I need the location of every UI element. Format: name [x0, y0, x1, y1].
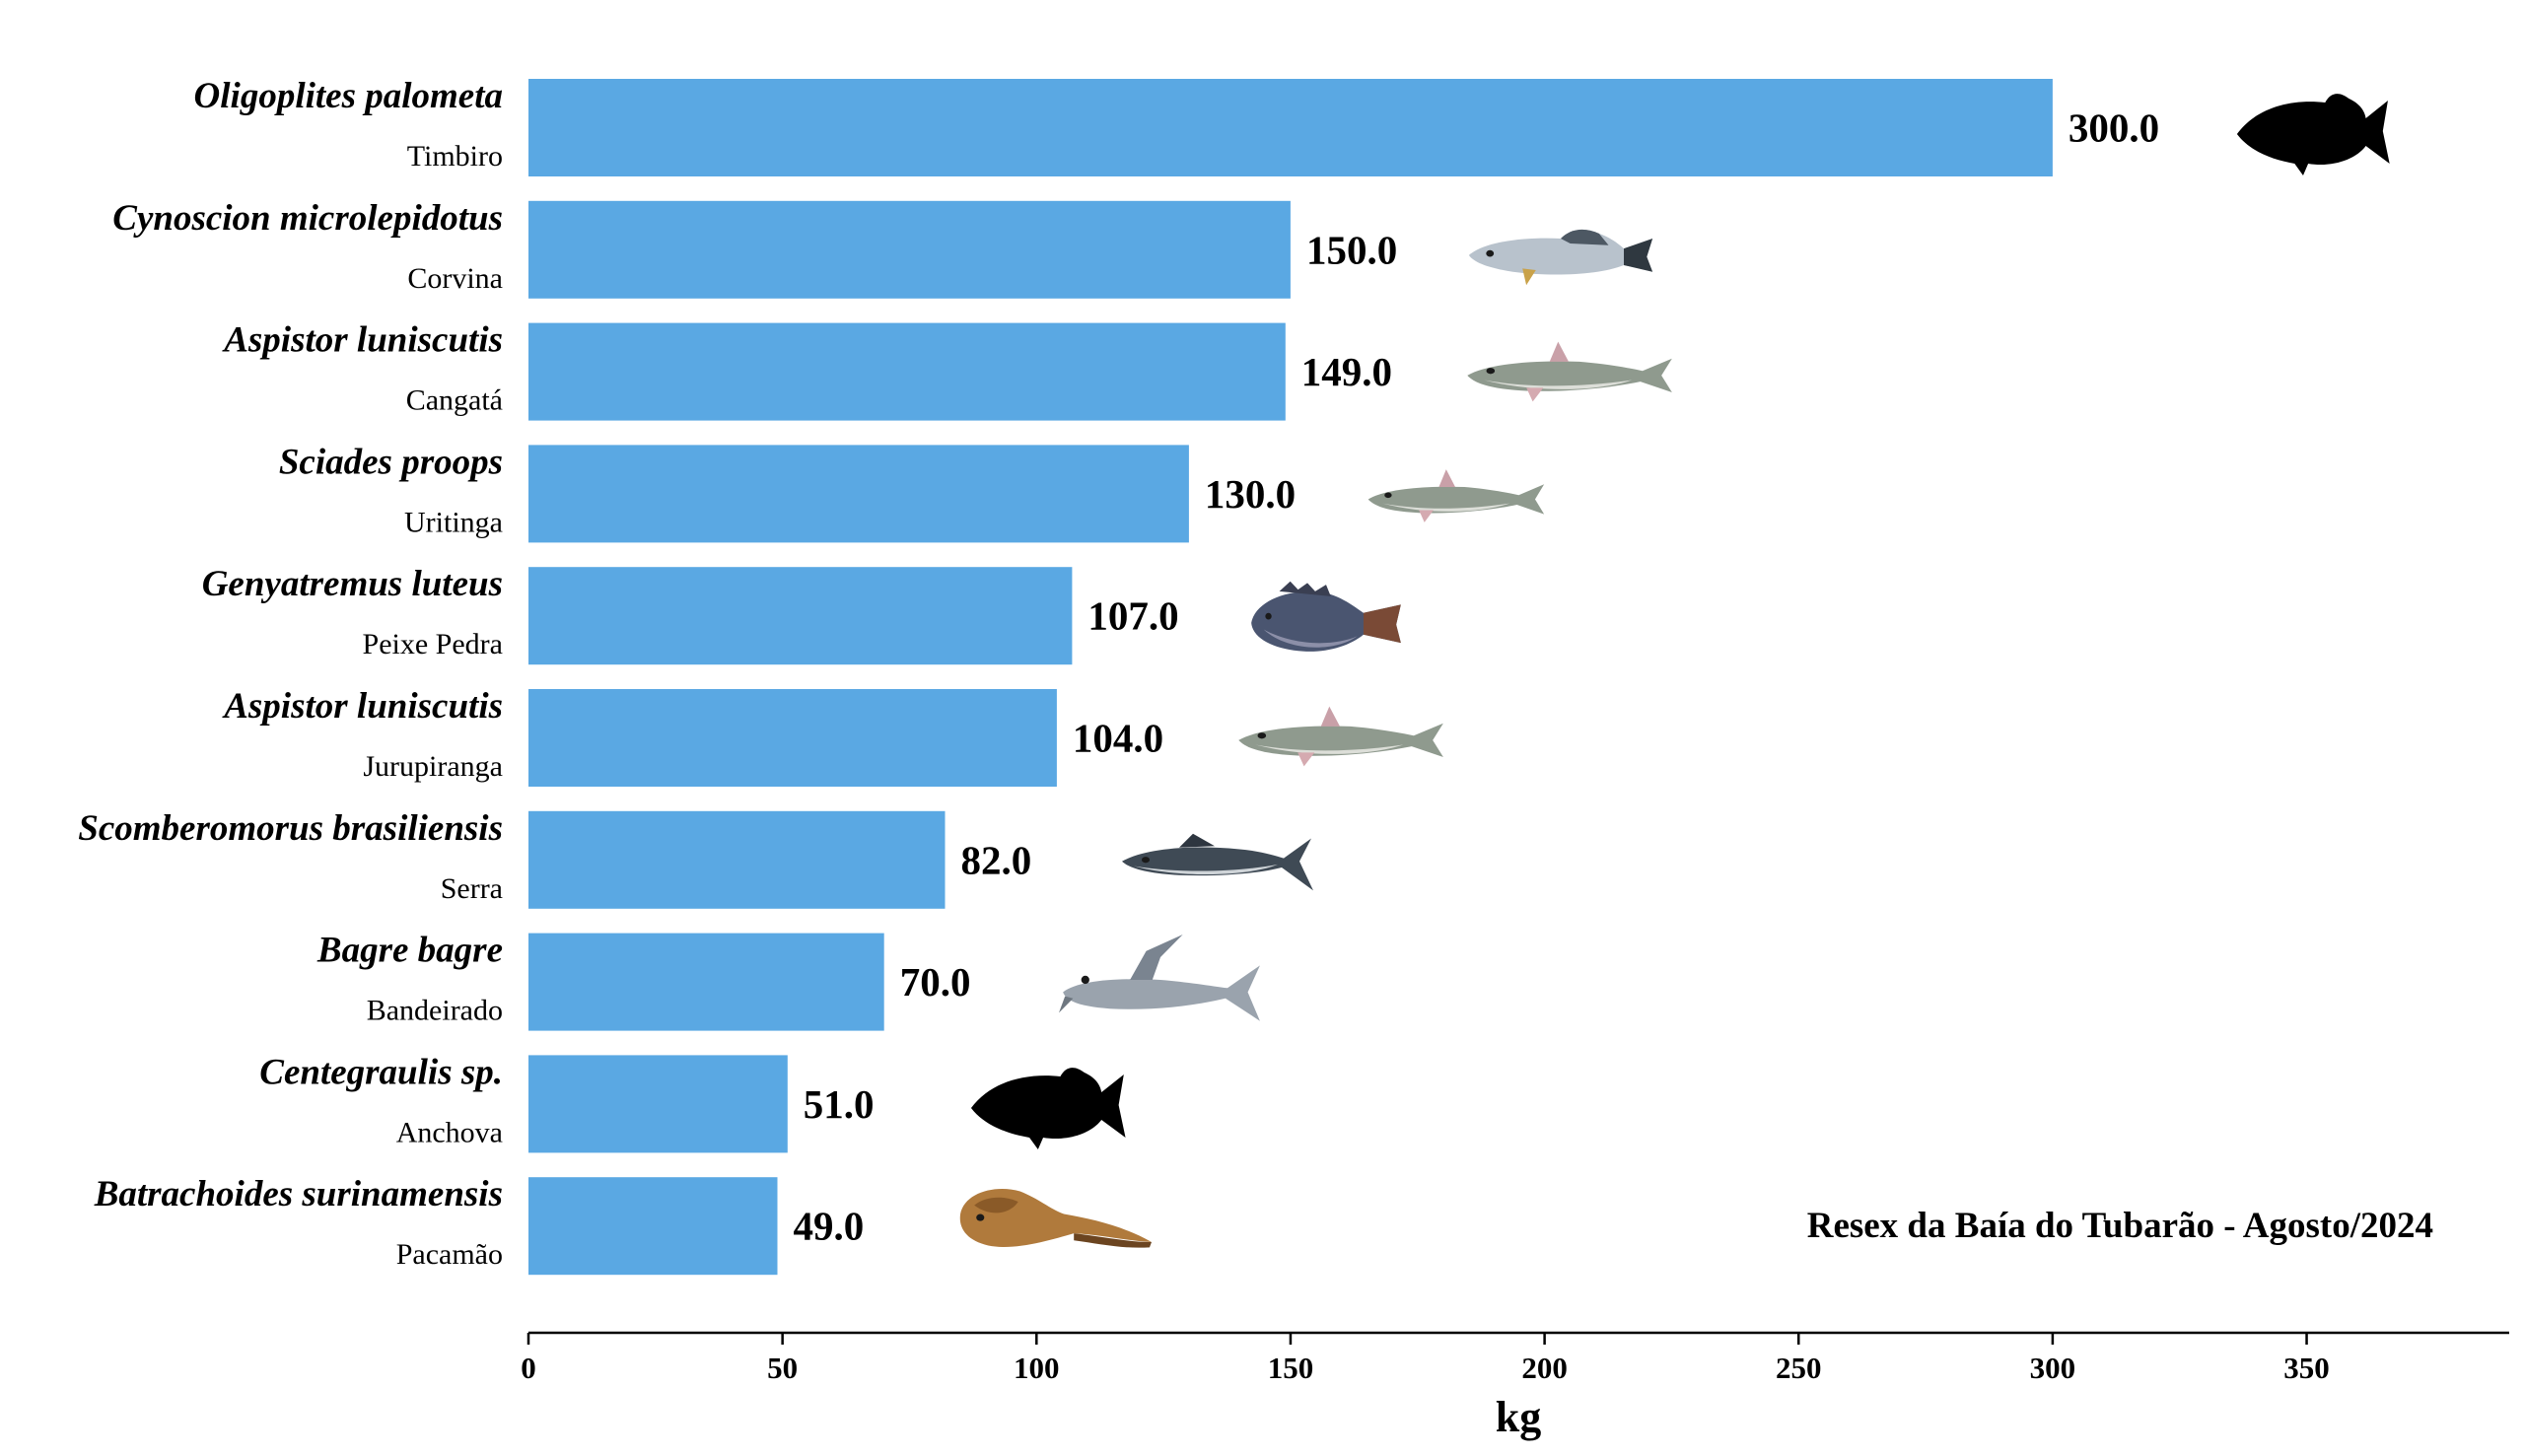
x-tick-label: 300 — [2030, 1351, 2076, 1385]
corvina-fish-icon — [1468, 229, 1653, 286]
toadfish-icon — [959, 1189, 1152, 1248]
data-label: 49.0 — [793, 1204, 864, 1249]
x-axis: 0 50 100 150 200 250 300 350 — [521, 1331, 2509, 1385]
fish-icons — [959, 94, 2390, 1248]
category-scientific-name: Sciades proops — [279, 442, 503, 482]
x-tick-label: 0 — [521, 1351, 536, 1385]
catfish-icon — [1367, 469, 1545, 522]
data-label: 82.0 — [961, 837, 1032, 882]
bar — [528, 810, 946, 909]
data-label: 300.0 — [2068, 105, 2159, 151]
category-common-name: Uritinga — [404, 506, 503, 538]
bars-layer — [528, 79, 2053, 1276]
x-tick-label: 200 — [1521, 1351, 1568, 1385]
x-tick-label: 350 — [2283, 1351, 2330, 1385]
category-scientific-name: Centegraulis sp. — [259, 1052, 503, 1092]
data-label: 70.0 — [900, 959, 971, 1005]
x-axis-label: kg — [1496, 1393, 1541, 1441]
x-tick-label: 50 — [767, 1351, 798, 1385]
category-scientific-name: Bagre bagre — [316, 931, 503, 971]
category-scientific-name: Scomberomorus brasiliensis — [78, 808, 503, 849]
category-common-name: Cangatá — [406, 384, 503, 417]
bar — [528, 567, 1073, 665]
category-common-name: Timbiro — [407, 140, 503, 173]
category-common-name: Jurupiranga — [363, 750, 503, 783]
fish-silhouette-icon — [970, 1068, 1126, 1149]
grunt-fish-icon — [1251, 581, 1401, 652]
category-common-name: Pacamão — [396, 1238, 503, 1271]
category-common-name: Corvina — [407, 262, 503, 295]
bar — [528, 445, 1189, 543]
bar — [528, 1055, 788, 1153]
fish-silhouette-icon — [2236, 94, 2390, 175]
x-tick-label: 100 — [1014, 1351, 1060, 1385]
data-label: 104.0 — [1073, 716, 1163, 761]
data-label: 150.0 — [1306, 227, 1397, 272]
bar — [528, 200, 1291, 299]
data-label: 149.0 — [1301, 349, 1392, 394]
category-scientific-name: Oligoplites palometa — [194, 76, 503, 116]
data-label: 107.0 — [1087, 593, 1178, 639]
bar — [528, 322, 1286, 421]
mackerel-icon — [1122, 833, 1313, 891]
bar — [528, 933, 884, 1031]
category-labels: Oligoplites palometa Timbiro Cynoscion mic… — [78, 76, 503, 1271]
category-common-name: Peixe Pedra — [363, 628, 503, 660]
catfish-icon — [1467, 341, 1672, 402]
category-common-name: Anchova — [396, 1116, 503, 1148]
category-scientific-name: Aspistor luniscutis — [222, 320, 503, 361]
data-label: 130.0 — [1205, 471, 1296, 517]
bar — [528, 79, 2053, 176]
category-scientific-name: Batrachoides surinamensis — [94, 1174, 503, 1214]
category-common-name: Bandeirado — [367, 995, 503, 1027]
data-label: 51.0 — [804, 1081, 875, 1127]
value-labels: 300.0 150.0 149.0 130.0 107.0 104.0 82.0 70.0 51… — [793, 105, 2159, 1249]
category-scientific-name: Aspistor luniscutis — [222, 686, 503, 727]
flag-catfish-icon — [1059, 935, 1260, 1021]
chart-annotation: Resex da Baía do Tubarão - Agosto/2024 — [1807, 1206, 2433, 1246]
catfish-icon — [1238, 706, 1443, 767]
bar — [528, 689, 1057, 787]
category-scientific-name: Genyatremus luteus — [202, 564, 503, 604]
category-scientific-name: Cynoscion microlepidotus — [112, 198, 503, 239]
x-tick-label: 150 — [1268, 1351, 1314, 1385]
category-common-name: Serra — [441, 872, 503, 905]
bar — [528, 1177, 778, 1276]
x-tick-label: 250 — [1776, 1351, 1822, 1385]
